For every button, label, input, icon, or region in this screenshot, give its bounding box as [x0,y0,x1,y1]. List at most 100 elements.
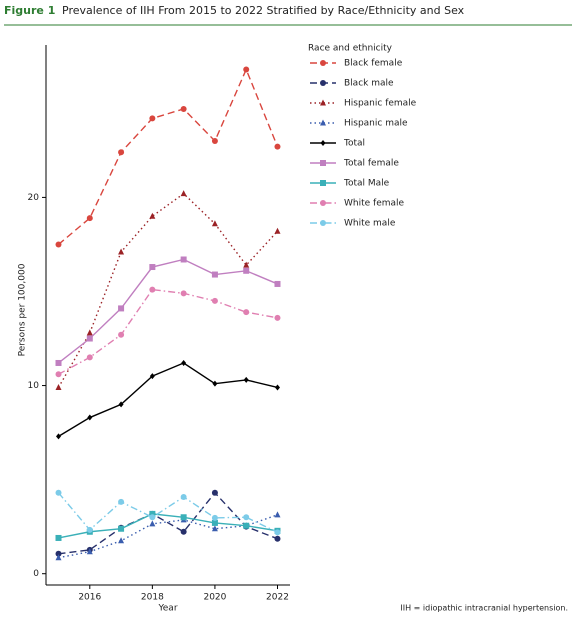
point [180,190,187,197]
legend-marker [320,60,326,66]
legend-label: Hispanic female [344,99,417,109]
point [180,514,187,521]
point [274,280,281,287]
footnote: IIH = idiopathic intracranial hypertensi… [400,604,568,613]
point [87,414,93,421]
point [211,271,218,278]
point [243,376,249,383]
legend-marker [320,160,326,166]
y-tick-label: 0 [33,569,39,579]
point [274,529,281,536]
point [56,433,62,440]
point [243,261,250,268]
point [274,511,281,518]
x-axis-label: Year [157,604,177,614]
legend-marker [320,180,326,186]
legend-marker [320,200,326,206]
legend-title: Race and ethnicity [308,44,393,54]
point [118,331,125,338]
series-line [58,513,278,539]
legend-marker [320,220,326,226]
point [274,535,281,542]
legend-marker [320,140,326,146]
point [86,526,93,533]
series-line [58,491,278,555]
point [86,215,93,222]
series-line [58,514,278,559]
point [55,241,62,248]
point [118,248,125,255]
point [211,220,218,227]
point [211,525,218,532]
y-tick-label: 10 [28,381,40,391]
point [118,305,125,312]
legend-label: Black female [344,59,403,69]
legend-marker [320,119,326,126]
point [180,256,187,263]
series-line [58,288,278,375]
x-tick-label: 2016 [78,593,101,603]
point [55,550,62,557]
point [274,227,281,234]
point [118,537,125,544]
point [211,514,218,521]
point [243,309,250,316]
point [149,264,156,271]
point [118,149,125,156]
point [55,554,62,561]
x-tick-label: 2022 [266,593,289,603]
y-axis-label: Persons per 100,000 [18,263,28,356]
point [274,314,281,321]
point [180,493,187,500]
point [149,212,156,219]
point [118,525,125,532]
point [149,510,156,517]
point [55,359,62,366]
series-line [58,362,278,437]
x-tick-label: 2018 [141,593,164,603]
point [118,498,125,505]
legend-marker [320,80,326,86]
point [55,534,62,541]
point [86,354,93,361]
series-line [58,67,279,245]
point [211,489,218,496]
point [149,520,156,527]
legend-label: Total [343,139,365,149]
point [243,267,250,274]
point [180,290,187,297]
point [86,548,93,555]
legend-label: Black male [344,79,394,89]
point [274,384,280,391]
legend-label: Hispanic male [344,119,408,129]
x-tick-label: 2020 [203,593,226,603]
series-line [58,258,278,364]
series-line [57,192,279,388]
point [274,143,281,150]
legend-label: White male [344,219,396,229]
legend-label: Total female [343,159,399,169]
legend-marker [320,99,326,106]
point [243,522,250,529]
point [181,359,187,366]
point [180,105,187,112]
point [55,371,62,378]
point [243,66,250,73]
point [180,528,187,535]
point [211,137,218,144]
chart-title: Prevalence of IIH From 2015 to 2022 Stra… [62,4,465,17]
figure-label: Figure 1 [4,4,55,17]
point [118,401,124,408]
point [211,297,218,304]
point [86,335,93,342]
y-tick-label: 20 [28,193,40,203]
point [149,286,156,293]
legend-label: White female [344,199,405,209]
point [149,514,156,521]
point [86,329,93,336]
point [212,380,218,387]
point [243,514,250,521]
point [149,373,155,380]
